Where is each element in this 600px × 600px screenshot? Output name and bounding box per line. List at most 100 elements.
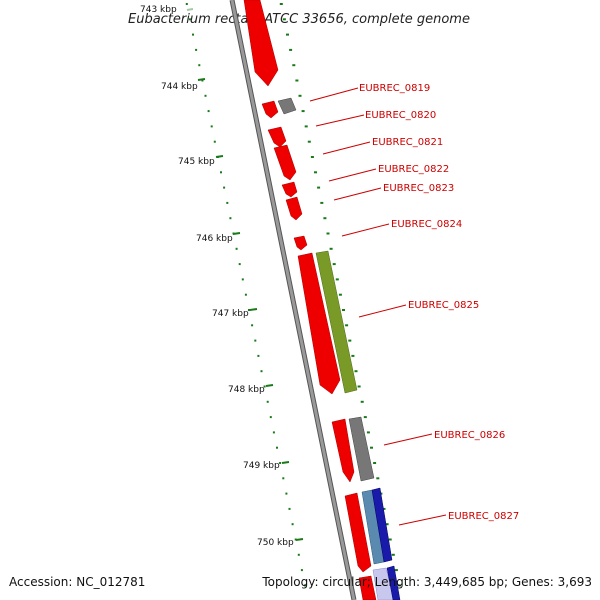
minor-tick xyxy=(289,48,293,51)
minor-tick xyxy=(269,416,272,419)
minor-tick xyxy=(295,79,299,82)
minor-tick xyxy=(223,186,226,189)
minor-tick xyxy=(185,3,188,5)
gene-label-0827[interactable]: EUBREC_0827 xyxy=(448,511,519,522)
minor-tick xyxy=(314,171,317,174)
minor-tick xyxy=(382,507,386,510)
gene-arrow[interactable] xyxy=(371,487,393,563)
minor-tick xyxy=(213,140,216,143)
gene-arrow[interactable] xyxy=(297,252,341,395)
gene-label-0825[interactable]: EUBREC_0825 xyxy=(408,300,479,311)
gene-arrow[interactable] xyxy=(372,567,395,600)
gene-label-0824[interactable]: EUBREC_0824 xyxy=(391,219,462,230)
gene-label-0821[interactable]: EUBREC_0821 xyxy=(372,137,443,148)
kbp-tick-747 xyxy=(249,308,258,311)
gene-arrow[interactable] xyxy=(243,0,279,87)
minor-tick xyxy=(398,584,401,587)
kbp-label-747: 747 kbp xyxy=(212,309,249,319)
gene-arrow[interactable] xyxy=(331,418,355,483)
minor-tick xyxy=(244,293,247,296)
kbp-label-743: 743 kbp xyxy=(140,5,177,15)
minor-tick xyxy=(201,79,204,82)
gene-arrow[interactable] xyxy=(273,144,297,181)
gene-labels: EUBREC_0819 EUBREC_0820 EUBREC_0821 EUBR… xyxy=(309,83,519,526)
minor-tick xyxy=(204,94,207,97)
gene-label-0820[interactable]: EUBREC_0820 xyxy=(365,110,436,121)
minor-tick xyxy=(248,309,250,311)
minor-tick xyxy=(257,354,260,357)
kbp-ruler: 743 kbp 744 kbp 745 kbp 746 kbp 747 kbp … xyxy=(140,5,304,548)
minor-tick xyxy=(388,538,392,541)
minor-tick xyxy=(332,263,336,266)
kbp-tick-749 xyxy=(281,461,290,464)
minor-tick xyxy=(288,507,291,510)
minor-tick xyxy=(301,110,305,113)
kbp-label-748: 748 kbp xyxy=(228,385,265,395)
minor-tick xyxy=(354,370,358,373)
kbp-tick-745 xyxy=(215,155,224,158)
minor-tick xyxy=(279,462,282,464)
gene-arrow[interactable] xyxy=(261,100,279,119)
kbp-label-749: 749 kbp xyxy=(243,461,280,471)
gene-label-0822[interactable]: EUBREC_0822 xyxy=(378,164,449,175)
minor-tick xyxy=(320,201,324,204)
gene-arrow[interactable] xyxy=(344,492,372,573)
minor-tick xyxy=(276,446,278,449)
kbp-label-744: 744 kbp xyxy=(161,82,198,92)
gene-arrow[interactable] xyxy=(277,97,297,115)
minor-tick xyxy=(357,385,361,388)
gene-arrow[interactable] xyxy=(358,575,377,600)
genome-backbone xyxy=(229,0,357,600)
kbp-label-750: 750 kbp xyxy=(257,538,294,548)
minor-tick xyxy=(279,3,283,5)
minor-tick xyxy=(294,538,297,541)
gene-label-0819[interactable]: EUBREC_0819 xyxy=(359,83,430,94)
minor-tick xyxy=(220,171,222,174)
minor-tick xyxy=(282,18,286,21)
minor-tick xyxy=(195,48,198,51)
minor-tick xyxy=(266,400,269,403)
gene-arrow[interactable] xyxy=(285,196,303,221)
minor-tick xyxy=(351,354,355,357)
gene-arrow[interactable] xyxy=(348,416,375,482)
kbp-tick-744 xyxy=(197,78,206,81)
gene-arrow[interactable] xyxy=(281,181,298,198)
kbp-label-746: 746 kbp xyxy=(196,234,233,244)
gene-arrow[interactable] xyxy=(386,565,401,600)
gene-arrow[interactable] xyxy=(293,235,308,251)
gene-arrow[interactable] xyxy=(315,250,358,394)
minor-tick xyxy=(198,64,201,67)
minor-tick xyxy=(300,569,303,572)
minor-tick xyxy=(310,156,314,158)
minor-tick xyxy=(370,446,373,449)
gene-arrow[interactable] xyxy=(267,126,287,148)
minor-tick xyxy=(192,33,194,36)
gene-label-0826[interactable]: EUBREC_0826 xyxy=(434,430,505,441)
minor-tick xyxy=(285,492,288,495)
minor-tick xyxy=(385,523,389,526)
minor-tick xyxy=(366,431,370,434)
minor-tick xyxy=(241,278,244,281)
gene-label-0823[interactable]: EUBREC_0823 xyxy=(383,183,454,194)
minor-tick xyxy=(229,217,232,220)
minor-tick xyxy=(326,232,330,235)
minor-tick xyxy=(188,18,191,21)
kbp-tick-743 xyxy=(186,8,194,11)
minor-tick xyxy=(363,416,367,419)
minor-tick xyxy=(335,278,339,281)
minor-tick xyxy=(210,125,213,128)
minor-tick xyxy=(329,247,333,250)
minor-tick xyxy=(260,370,263,373)
map-title: Eubacterium rectale ATCC 33656, complete… xyxy=(128,12,470,27)
minor-tick xyxy=(286,33,289,36)
accession-text: Accession: NC_012781 xyxy=(9,575,146,589)
minor-tick xyxy=(226,201,229,204)
minor-tick xyxy=(235,247,238,250)
minor-tick xyxy=(376,477,380,480)
minor-tick xyxy=(307,140,311,143)
minor-tick xyxy=(304,584,306,587)
minor-tick xyxy=(282,477,285,480)
kbp-tick-748 xyxy=(265,384,274,387)
kbp-tick-750 xyxy=(295,538,304,541)
minor-tick xyxy=(251,324,254,327)
